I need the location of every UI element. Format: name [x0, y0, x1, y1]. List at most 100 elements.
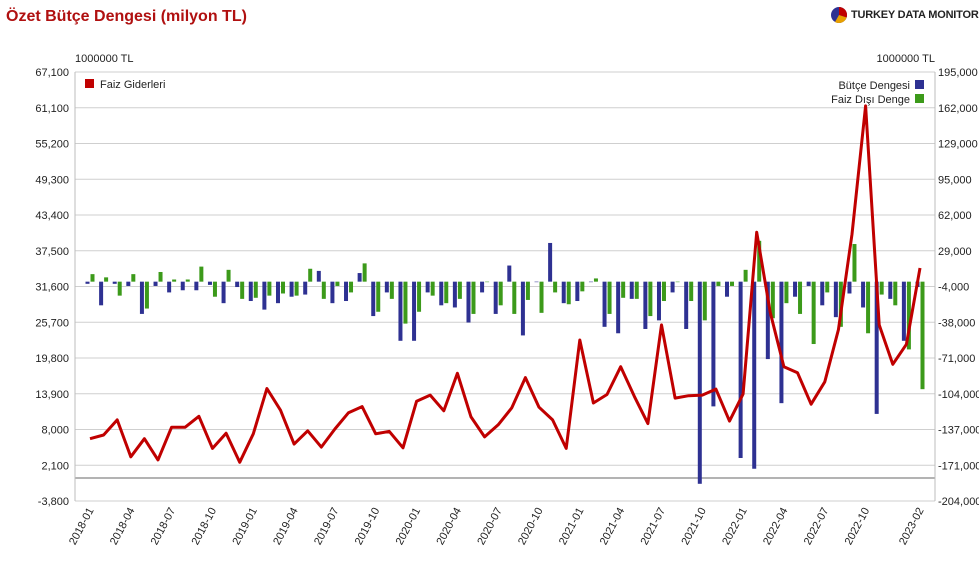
x-tick-label: 2018-07 — [149, 506, 179, 547]
bar-butce-dengesi — [275, 281, 280, 304]
bar-faiz-disi-denge — [321, 281, 326, 299]
bar-butce-dengesi — [344, 281, 349, 302]
bar-butce-dengesi — [833, 281, 838, 318]
right-tick-label: 62,000 — [938, 210, 972, 222]
bar-butce-dengesi — [425, 281, 430, 293]
bar-butce-dengesi — [439, 281, 444, 306]
bar-butce-dengesi — [452, 281, 457, 308]
right-tick-label: 195,000 — [938, 67, 978, 79]
bar-faiz-disi-denge — [444, 281, 449, 304]
bar-butce-dengesi — [235, 281, 240, 288]
bar-faiz-disi-denge — [525, 281, 530, 300]
bar-butce-dengesi — [194, 281, 199, 291]
bar-faiz-disi-denge — [743, 269, 748, 282]
left-tick-label: -3,800 — [38, 496, 69, 508]
bar-faiz-disi-denge — [621, 281, 626, 298]
x-tick-label: 2019-04 — [271, 506, 301, 547]
x-tick-label: 2019-07 — [312, 506, 342, 547]
pie-logo-icon — [831, 7, 848, 24]
bar-faiz-disi-denge — [308, 268, 313, 282]
bar-faiz-disi-denge — [920, 281, 925, 390]
bar-faiz-disi-denge — [144, 281, 149, 309]
bar-faiz-disi-denge — [389, 281, 394, 299]
x-tick-label: 2020-10 — [516, 506, 546, 547]
bar-butce-dengesi — [207, 281, 212, 285]
bar-butce-dengesi — [575, 281, 580, 302]
x-tick-label: 2020-07 — [475, 506, 505, 547]
x-tick-label: 2022-07 — [802, 506, 832, 547]
bar-butce-dengesi — [139, 281, 144, 314]
bar-butce-dengesi — [861, 281, 866, 308]
bar-faiz-disi-denge — [689, 281, 694, 302]
bar-faiz-disi-denge — [403, 281, 408, 324]
bar-butce-dengesi — [670, 281, 675, 293]
bar-butce-dengesi — [180, 281, 185, 291]
x-tick-label: 2023-02 — [897, 506, 927, 547]
x-tick-label: 2021-04 — [598, 506, 628, 547]
line-series — [89, 104, 922, 464]
bar-faiz-disi-denge — [117, 281, 122, 296]
bar-butce-dengesi — [167, 281, 172, 293]
legend-label-faiz-disi-denge: Faiz Dışı Denge — [831, 94, 910, 106]
left-tick-label: 13,900 — [35, 389, 69, 401]
bar-butce-dengesi — [112, 281, 117, 284]
left-tick-label: 31,600 — [35, 282, 69, 294]
bar-faiz-disi-denge — [566, 281, 571, 305]
bar-butce-dengesi — [330, 281, 335, 304]
bar-butce-dengesi — [507, 265, 512, 282]
x-tick-label: 2021-01 — [557, 506, 587, 547]
x-tick-label: 2019-10 — [353, 506, 383, 547]
bar-faiz-disi-denge — [172, 279, 177, 282]
grid-lines — [74, 71, 936, 502]
left-axis-unit: 1000000 TL — [75, 53, 134, 65]
bar-faiz-disi-denge — [376, 281, 381, 312]
bar-butce-dengesi — [901, 281, 906, 341]
bar-faiz-disi-denge — [852, 244, 857, 282]
bar-butce-dengesi — [466, 281, 471, 323]
bar-faiz-disi-denge — [784, 281, 789, 304]
bar-faiz-disi-denge — [675, 281, 680, 283]
bar-butce-dengesi — [99, 281, 104, 306]
bar-faiz-disi-denge — [770, 281, 775, 319]
brand-logo[interactable]: TURKEY DATA MONITOR — [830, 6, 979, 24]
x-tick-label: 2018-01 — [67, 506, 97, 547]
bar-butce-dengesi — [126, 281, 131, 286]
bar-butce-dengesi — [316, 270, 321, 282]
bar-butce-dengesi — [493, 281, 498, 314]
bar-butce-dengesi — [793, 281, 798, 297]
left-tick-label: 2,100 — [41, 460, 69, 472]
bar-faiz-disi-denge — [580, 281, 585, 292]
bar-butce-dengesi — [248, 281, 253, 302]
legend-label-butce-dengesi: Bütçe Dengesi — [838, 80, 910, 92]
right-tick-label: 162,000 — [938, 103, 978, 115]
bar-butce-dengesi — [752, 281, 757, 469]
bar-butce-dengesi — [548, 242, 553, 282]
bar-butce-dengesi — [602, 281, 607, 327]
bar-faiz-disi-denge — [212, 281, 217, 297]
bar-faiz-disi-denge — [798, 281, 803, 314]
right-tick-label: -171,000 — [938, 460, 979, 472]
bar-butce-dengesi — [711, 281, 716, 407]
bar-faiz-disi-denge — [104, 277, 109, 282]
bar-butce-dengesi — [888, 281, 893, 299]
right-tick-label: -4,000 — [938, 282, 969, 294]
bar-faiz-disi-denge — [648, 281, 653, 317]
line-faiz-giderleri — [89, 104, 922, 464]
x-tick-label: 2018-10 — [190, 506, 220, 547]
left-tick-label: 25,700 — [35, 317, 69, 329]
bar-faiz-disi-denge — [90, 274, 95, 282]
bar-faiz-disi-denge — [498, 281, 503, 306]
right-tick-label: 129,000 — [938, 139, 978, 151]
bar-faiz-disi-denge — [879, 281, 884, 295]
legend-swatch-butce-dengesi — [915, 80, 924, 89]
bar-faiz-disi-denge — [226, 269, 231, 282]
x-tick-label: 2020-04 — [434, 506, 464, 547]
legend-swatch-faiz-disi-denge — [915, 94, 924, 103]
bar-faiz-disi-denge — [294, 281, 299, 296]
bar-butce-dengesi — [738, 281, 743, 458]
x-tick-label: 2022-01 — [720, 506, 750, 547]
x-tick-label: 2022-10 — [843, 506, 873, 547]
left-tick-label: 37,500 — [35, 246, 69, 258]
bar-faiz-disi-denge — [280, 281, 285, 294]
legend: Faiz Giderleri Bütçe Dengesi Faiz Dışı D… — [85, 79, 924, 106]
